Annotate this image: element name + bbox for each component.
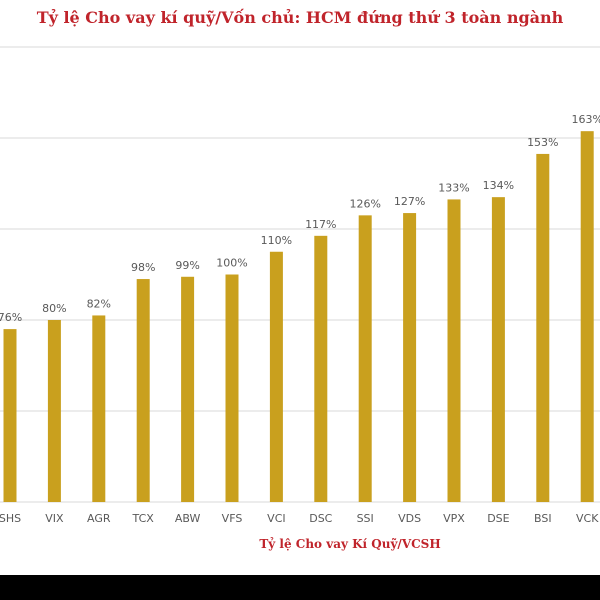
bar-vfs xyxy=(225,274,239,502)
bar-vck xyxy=(580,131,594,503)
bar-tcx xyxy=(136,279,150,502)
data-label-vpx: 133% xyxy=(438,181,469,194)
bar-dse xyxy=(491,197,505,502)
x-tick-agr: AGR xyxy=(87,512,111,525)
gridlines xyxy=(0,46,600,503)
x-tick-vds: VDS xyxy=(398,512,421,525)
bar-abw xyxy=(181,276,195,502)
chart-canvas: Tỷ lệ Cho vay kí quỹ/Vốn chủ: HCM đứng t… xyxy=(0,0,600,575)
x-tick-vpx: VPX xyxy=(443,512,465,525)
bar-chart: 76% 80% 82% 98% 99% 100% 110% 117% 126% 127% 133% 1… xyxy=(0,46,600,525)
x-tick-ssi: SSI xyxy=(357,512,374,525)
data-label-vck: 163% xyxy=(571,113,600,126)
x-tick-vci: VCI xyxy=(267,512,285,525)
data-label-vfs: 100% xyxy=(216,257,247,270)
x-tick-shs: SHS xyxy=(0,512,21,525)
x-tick-labels: SHS VIX AGR TCX ABW VFS VCI DSC SSI VDS VPX DSE BSI V… xyxy=(0,512,599,525)
x-tick-vfs: VFS xyxy=(222,512,243,525)
bottom-black-band xyxy=(0,575,600,600)
x-tick-tcx: TCX xyxy=(132,512,155,525)
x-tick-vix: VIX xyxy=(45,512,64,525)
bar-agr xyxy=(92,315,106,502)
bar-vds xyxy=(403,213,417,502)
data-label-agr: 82% xyxy=(87,297,111,310)
data-label-vci: 110% xyxy=(261,234,292,247)
x-tick-dsc: DSC xyxy=(309,512,332,525)
x-tick-abw: ABW xyxy=(175,512,201,525)
x-tick-dse: DSE xyxy=(487,512,509,525)
bar-vci xyxy=(269,251,283,502)
data-label-shs: 76% xyxy=(0,311,22,324)
x-tick-vck: VCK xyxy=(576,512,599,525)
chart-title: Tỷ lệ Cho vay kí quỹ/Vốn chủ: HCM đứng t… xyxy=(36,8,564,27)
bars xyxy=(3,131,594,503)
bar-dsc xyxy=(314,235,328,502)
bar-shs xyxy=(3,329,17,502)
data-labels: 76% 80% 82% 98% 99% 100% 110% 117% 126% 127% 133% 1… xyxy=(0,113,600,324)
data-label-ssi: 126% xyxy=(349,197,380,210)
x-tick-bsi: BSI xyxy=(534,512,552,525)
data-label-tcx: 98% xyxy=(131,261,155,274)
data-label-vix: 80% xyxy=(42,302,66,315)
bar-vpx xyxy=(447,199,461,503)
data-label-abw: 99% xyxy=(175,259,199,272)
data-label-bsi: 153% xyxy=(527,136,558,149)
bar-vix xyxy=(47,320,61,502)
x-axis-title: Tỷ lệ Cho vay Kí Quỹ/VCSH xyxy=(259,537,441,551)
bar-bsi xyxy=(536,153,550,503)
data-label-dsc: 117% xyxy=(305,218,336,231)
data-label-dse: 134% xyxy=(483,179,514,192)
bar-ssi xyxy=(358,215,372,502)
data-label-vds: 127% xyxy=(394,195,425,208)
